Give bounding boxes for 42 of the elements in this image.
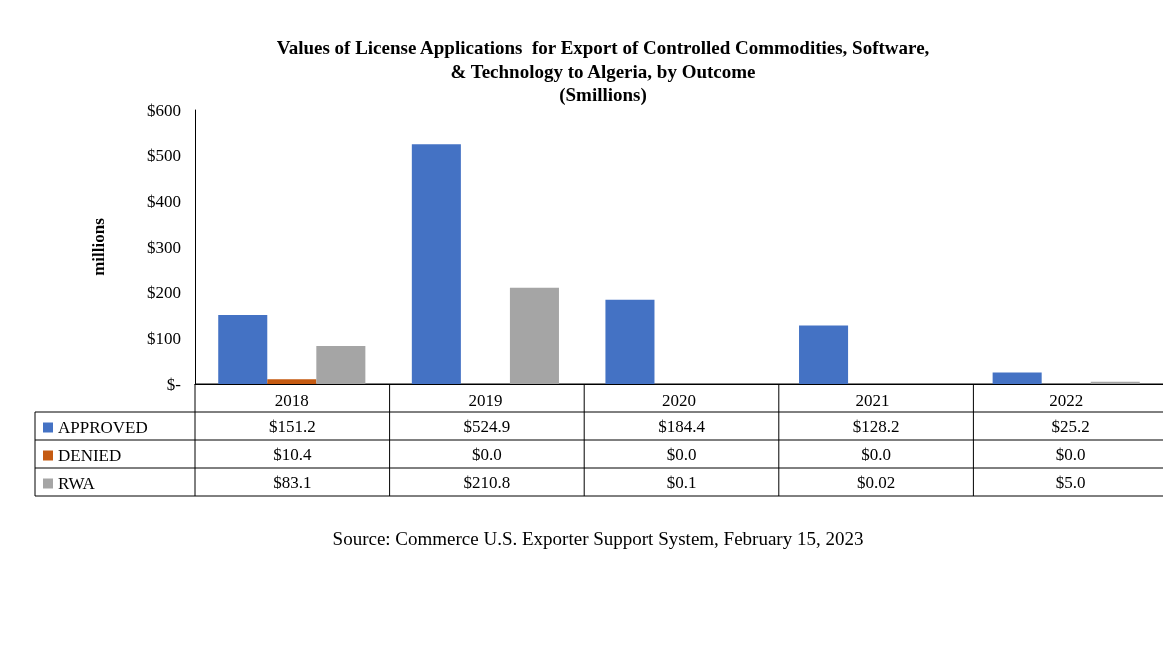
legend-label: DENIED: [58, 446, 122, 465]
y-tick-label: $400: [147, 191, 181, 211]
data-label: $210.8: [463, 472, 511, 492]
bar: [218, 314, 268, 384]
data-label: $83.1: [273, 472, 312, 492]
y-tick-label: $600: [147, 100, 181, 120]
legend-label: RWA: [58, 474, 96, 493]
y-tick-label: $200: [147, 283, 181, 303]
y-tick-label: $100: [147, 328, 181, 348]
y-tick-label: $500: [147, 146, 181, 166]
y-axis-title: millions: [89, 217, 108, 276]
data-label: $0.02: [856, 472, 896, 492]
y-tick-label: $300: [147, 237, 181, 257]
bar: [316, 346, 366, 384]
chart-subtitle: (Smillions): [559, 84, 647, 106]
data-label: $0.0: [472, 444, 502, 464]
data-label: $0.0: [666, 444, 697, 464]
bar: [267, 379, 317, 384]
data-label: $0.1: [666, 472, 697, 492]
data-label: $184.4: [658, 416, 706, 436]
data-label: $524.9: [463, 416, 511, 436]
x-tick-label: 2021: [855, 391, 890, 410]
bar: [411, 144, 461, 384]
x-tick-label: 2020: [662, 391, 696, 410]
bar: [605, 299, 655, 384]
data-label: $0.0: [1055, 444, 1086, 464]
source-note: Source: Commerce U.S. Exporter Support System, February 15, 2023: [332, 527, 864, 549]
data-label: $10.4: [273, 444, 312, 464]
x-tick-label: 2019: [468, 391, 503, 410]
bar: [799, 325, 849, 384]
bar: [509, 287, 559, 384]
data-label: $151.2: [268, 416, 316, 436]
chart-title: Values of License Applications for Export of Controlled Commodities, Software, & Technology to Algeria, by Outcome: [276, 36, 930, 82]
data-label: $25.2: [1051, 416, 1090, 436]
bar: [992, 372, 1042, 384]
x-tick-label: 2022: [1049, 391, 1084, 410]
data-label: $0.0: [861, 444, 891, 464]
x-tick-label: 2018: [274, 391, 309, 410]
data-label: $128.2: [852, 416, 900, 436]
legend-label: APPROVED: [58, 418, 148, 437]
y-tick-label: $-: [166, 374, 182, 394]
data-label: $5.0: [1055, 472, 1086, 492]
